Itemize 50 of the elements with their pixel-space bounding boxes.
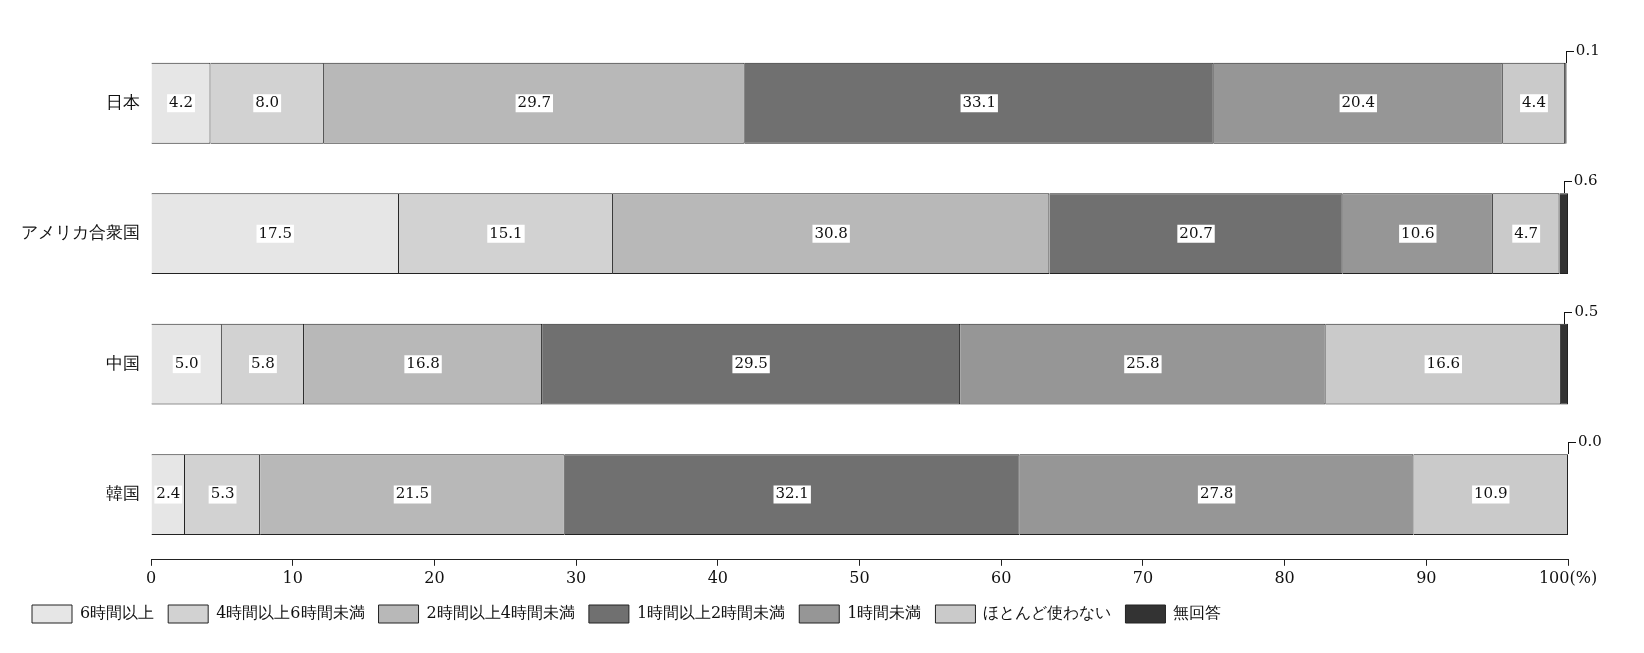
- data-label: 10.6: [1401, 223, 1435, 242]
- x-tick-label: 90: [1416, 567, 1437, 587]
- x-tick-label: 50: [849, 567, 870, 587]
- data-label: 20.4: [1341, 93, 1375, 112]
- data-label: 5.3: [210, 484, 235, 503]
- data-label: 4.7: [1514, 223, 1539, 242]
- data-label: 16.6: [1426, 354, 1461, 373]
- x-tick-label: 60: [991, 567, 1012, 587]
- data-label: 15.1: [489, 223, 523, 242]
- legend-label: 2時間以上4時間未満: [426, 603, 575, 623]
- data-label: 4.4: [1522, 93, 1546, 112]
- legend-label: ほとんど使わない: [983, 603, 1112, 623]
- x-tick-label: 10: [282, 567, 303, 587]
- data-label: 17.5: [258, 223, 292, 242]
- legend-label: 1時間以上2時間未満: [636, 603, 786, 623]
- legend-label: 1時間未満: [847, 603, 922, 623]
- data-label: 29.7: [517, 93, 551, 112]
- y-tick-label: 日本: [106, 91, 140, 112]
- data-label: 5.8: [251, 354, 275, 373]
- data-label: 2.4: [156, 484, 181, 503]
- data-label: 0.0: [1578, 432, 1602, 451]
- data-label: 0.1: [1575, 40, 1600, 59]
- data-label: 8.0: [255, 93, 280, 112]
- y-tick-label: アメリカ合衆国: [21, 222, 140, 243]
- data-label: 29.5: [734, 354, 768, 373]
- y-tick-label: 中国: [106, 352, 140, 373]
- data-label: 20.7: [1179, 223, 1213, 242]
- data-label: 27.8: [1199, 484, 1234, 503]
- x-tick-label: 100(%): [1538, 567, 1598, 587]
- data-label: 16.8: [406, 354, 440, 373]
- data-label: 0.5: [1574, 301, 1599, 320]
- x-tick-label: 80: [1274, 567, 1295, 587]
- y-tick-label: 韓国: [106, 483, 140, 503]
- x-tick-label: 70: [1132, 567, 1154, 587]
- data-label: 30.8: [814, 223, 848, 242]
- data-label: 32.1: [775, 484, 809, 503]
- data-label: 0.6: [1573, 171, 1598, 190]
- legend-label: 無回答: [1173, 603, 1222, 623]
- data-label: 21.5: [395, 484, 430, 503]
- data-label: 10.9: [1474, 484, 1508, 503]
- x-tick-label: 40: [707, 567, 728, 587]
- data-label: 25.8: [1126, 354, 1160, 373]
- data-label: 5.0: [174, 354, 199, 373]
- x-tick-label: 20: [424, 567, 445, 587]
- x-tick-label: 0: [145, 567, 157, 587]
- legend-label: 4時間以上6時間未満: [216, 603, 365, 623]
- data-label: 4.2: [169, 93, 193, 112]
- data-label: 33.1: [962, 93, 996, 112]
- legend-label: 6時間以上: [80, 603, 155, 623]
- x-tick-label: 30: [565, 567, 587, 587]
